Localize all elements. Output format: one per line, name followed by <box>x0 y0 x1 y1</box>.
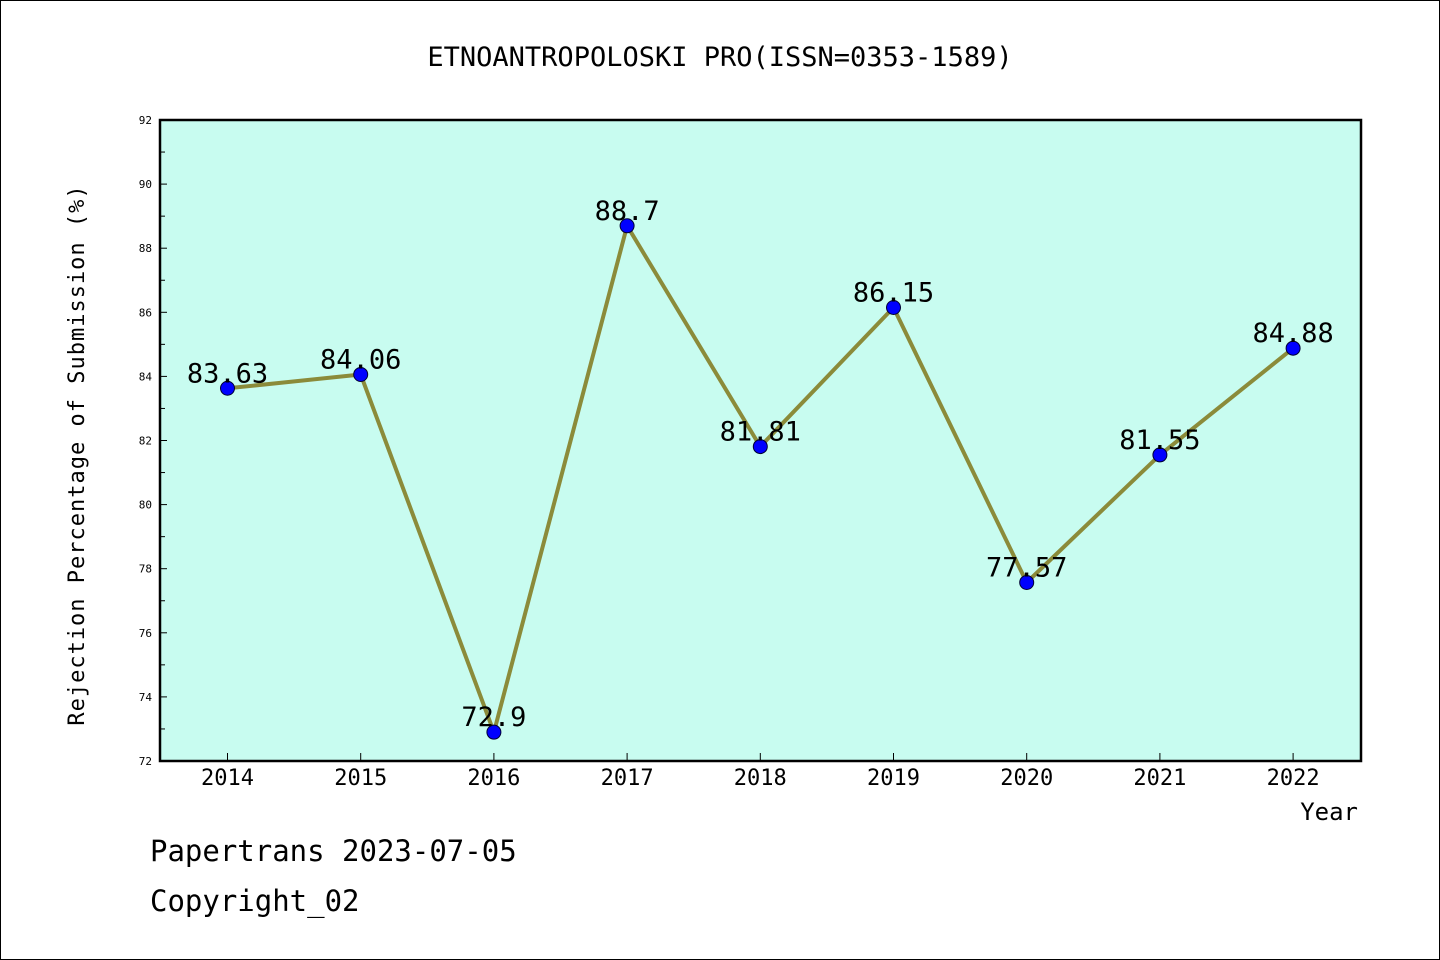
data-point-marker <box>353 366 369 382</box>
y-tick-label: 90 <box>139 178 152 191</box>
data-point-marker <box>486 724 502 740</box>
data-point-marker <box>220 380 235 396</box>
data-label: 84.06 <box>320 344 401 375</box>
data-label: 72.9 <box>461 702 526 733</box>
x-tick-label: 2014 <box>201 766 254 791</box>
x-tick-label: 2018 <box>734 766 787 791</box>
y-axis-ticks: 72 74 76 78 80 82 84 86 88 90 92 <box>139 114 167 768</box>
x-tick-label: 2017 <box>601 766 654 791</box>
data-point-marker <box>1152 447 1168 463</box>
footer-date: Papertrans 2023-07-05 <box>150 834 517 868</box>
y-tick-label: 82 <box>139 435 152 448</box>
data-label: 77.57 <box>986 552 1067 583</box>
x-tick-label: 2020 <box>1000 766 1053 791</box>
y-tick-label: 74 <box>139 691 153 704</box>
data-point-marker <box>619 218 635 234</box>
y-axis-label: Rejection Percentage of Submission (%) <box>65 184 90 725</box>
data-label: 81.81 <box>720 417 801 448</box>
data-point-marker <box>886 299 901 315</box>
x-axis-label: Year <box>1300 798 1358 826</box>
data-label: 86.15 <box>853 277 934 308</box>
data-label: 88.7 <box>595 196 660 227</box>
y-tick-label: 86 <box>139 306 152 319</box>
data-point-marker <box>752 439 768 455</box>
y-tick-label: 92 <box>139 114 152 127</box>
x-tick-label: 2015 <box>334 766 387 791</box>
y-tick-label: 76 <box>139 627 152 640</box>
data-label: 83.63 <box>187 358 268 389</box>
data-label: 81.55 <box>1119 425 1200 456</box>
chart-title: ETNOANTROPOLOSKI PRO(ISSN=0353-1589) <box>427 42 1012 73</box>
x-tick-label: 2021 <box>1133 766 1186 791</box>
x-axis-ticks: 2014 2015 2016 2017 2018 2019 2020 2021 2022 <box>201 753 1320 791</box>
x-tick-label: 2016 <box>467 766 520 791</box>
y-tick-label: 84 <box>139 370 153 383</box>
y-tick-label: 78 <box>139 563 152 576</box>
data-label: 84.88 <box>1252 318 1333 349</box>
footer-copyright: Copyright_02 <box>150 884 360 918</box>
y-tick-label: 80 <box>139 499 152 512</box>
data-point-marker <box>1285 340 1301 356</box>
y-tick-label: 88 <box>139 242 152 255</box>
series-group: 83.63 84.06 72.9 88.7 81.81 86.15 77.57 81.55 84… <box>187 196 1334 740</box>
data-point-marker <box>1019 574 1035 590</box>
x-tick-label: 2022 <box>1267 766 1320 791</box>
x-tick-label: 2019 <box>867 766 920 791</box>
plot-border <box>158 118 1363 763</box>
y-tick-label: 72 <box>139 755 152 768</box>
